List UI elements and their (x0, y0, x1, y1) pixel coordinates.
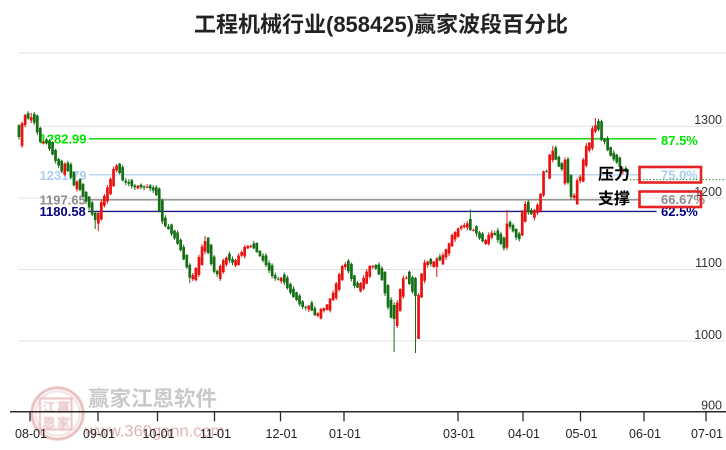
svg-text:07-01: 07-01 (691, 427, 723, 441)
svg-text:03-01: 03-01 (443, 427, 475, 441)
svg-text:11-01: 11-01 (200, 427, 231, 441)
svg-text:(858425): (858425) (326, 12, 414, 37)
svg-text:1180.58: 1180.58 (40, 204, 86, 219)
svg-text:900: 900 (701, 398, 722, 412)
svg-text:04-01: 04-01 (508, 427, 540, 441)
svg-text:66.67%: 66.67% (661, 192, 706, 207)
svg-text:01-01: 01-01 (329, 427, 361, 441)
svg-text:1000: 1000 (694, 328, 722, 342)
svg-text:1197.65: 1197.65 (40, 192, 86, 207)
svg-text:1300: 1300 (694, 113, 722, 127)
svg-text:www.360gann.com: www.360gann.com (84, 423, 224, 441)
svg-text:09-01: 09-01 (83, 427, 115, 441)
svg-text:08-01: 08-01 (15, 427, 47, 441)
svg-text:06-01: 06-01 (629, 427, 661, 441)
svg-text:1100: 1100 (695, 256, 722, 270)
svg-text:75.0%: 75.0% (661, 168, 698, 183)
svg-text:05-01: 05-01 (566, 427, 598, 441)
svg-text:10-01: 10-01 (143, 427, 175, 441)
svg-text:87.5%: 87.5% (661, 133, 698, 148)
svg-text:12-01: 12-01 (266, 427, 298, 441)
